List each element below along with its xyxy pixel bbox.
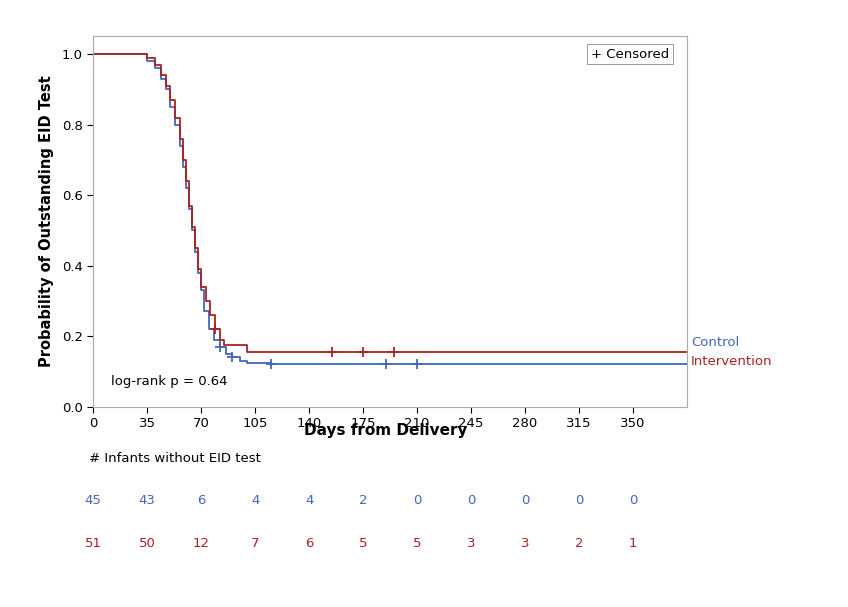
Text: 4: 4 [251, 494, 259, 507]
Point [379, 359, 393, 369]
Point [226, 353, 239, 362]
Point [356, 347, 370, 357]
Point [209, 324, 222, 334]
Point [326, 347, 339, 357]
Text: 45: 45 [85, 494, 102, 507]
Text: 0: 0 [575, 494, 583, 507]
Text: 3: 3 [466, 537, 475, 550]
Text: 2: 2 [359, 494, 367, 507]
Text: 50: 50 [139, 537, 156, 550]
Text: 4: 4 [305, 494, 313, 507]
Text: + Censored: + Censored [591, 47, 669, 61]
Text: 0: 0 [467, 494, 475, 507]
Text: log-rank p = 0.64: log-rank p = 0.64 [111, 375, 227, 388]
Text: 7: 7 [251, 537, 259, 550]
Point [410, 359, 424, 369]
Text: 1: 1 [628, 537, 637, 550]
Point [264, 359, 277, 369]
Text: 5: 5 [359, 537, 367, 550]
Point [213, 342, 226, 351]
Text: 5: 5 [413, 537, 421, 550]
Text: 51: 51 [85, 537, 102, 550]
Text: 3: 3 [521, 537, 529, 550]
Text: 12: 12 [192, 537, 209, 550]
Point [388, 347, 401, 357]
Text: Intervention: Intervention [691, 354, 773, 368]
Text: 0: 0 [413, 494, 421, 507]
Text: Days from Delivery: Days from Delivery [304, 424, 467, 438]
Text: 0: 0 [628, 494, 637, 507]
Text: 0: 0 [521, 494, 529, 507]
Text: 6: 6 [305, 537, 313, 550]
Y-axis label: Probability of Outstanding EID Test: Probability of Outstanding EID Test [38, 76, 53, 367]
Text: 43: 43 [139, 494, 156, 507]
Text: 6: 6 [197, 494, 205, 507]
Text: # Infants without EID test: # Infants without EID test [89, 452, 261, 465]
Text: Control: Control [691, 336, 739, 350]
Text: 2: 2 [575, 537, 583, 550]
